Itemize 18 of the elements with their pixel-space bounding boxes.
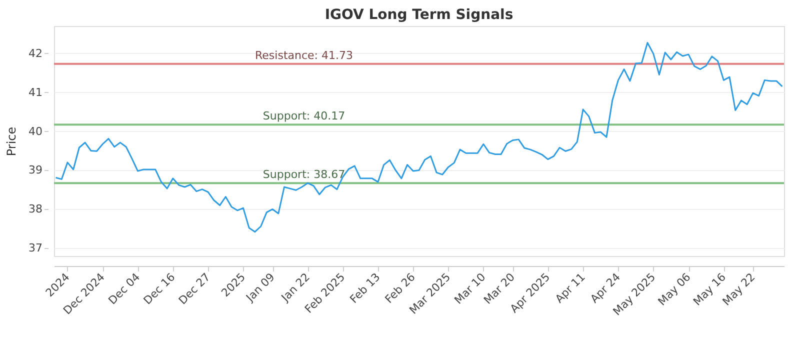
- y-tick-label: 37: [28, 242, 42, 255]
- y-tick-label: 41: [28, 86, 42, 99]
- ref-line-label: Support: 40.17: [262, 110, 346, 123]
- y-tick-label: 40: [28, 124, 42, 138]
- x-tick-label: Jan 09: [243, 270, 278, 305]
- ref-line-label: Resistance: 41.73: [255, 48, 353, 62]
- chart-title: IGOV Long Term Signals: [324, 7, 514, 23]
- y-tick-label: 39: [28, 164, 42, 177]
- y-tick-label: 42: [28, 46, 42, 60]
- y-axis-title: Price: [4, 126, 19, 156]
- line-series: [55, 42, 783, 233]
- ref-line-label: Support: 38.67: [262, 168, 346, 182]
- x-tick-label: Feb 13: [347, 270, 383, 306]
- x-tick-label: Dec 04: [106, 270, 143, 308]
- x-tick-label: Dec 16: [141, 270, 178, 308]
- x-tick-label: Dec 27: [176, 270, 213, 308]
- y-tick-label: 38: [28, 202, 42, 216]
- x-tick-label: Apr 11: [552, 270, 588, 306]
